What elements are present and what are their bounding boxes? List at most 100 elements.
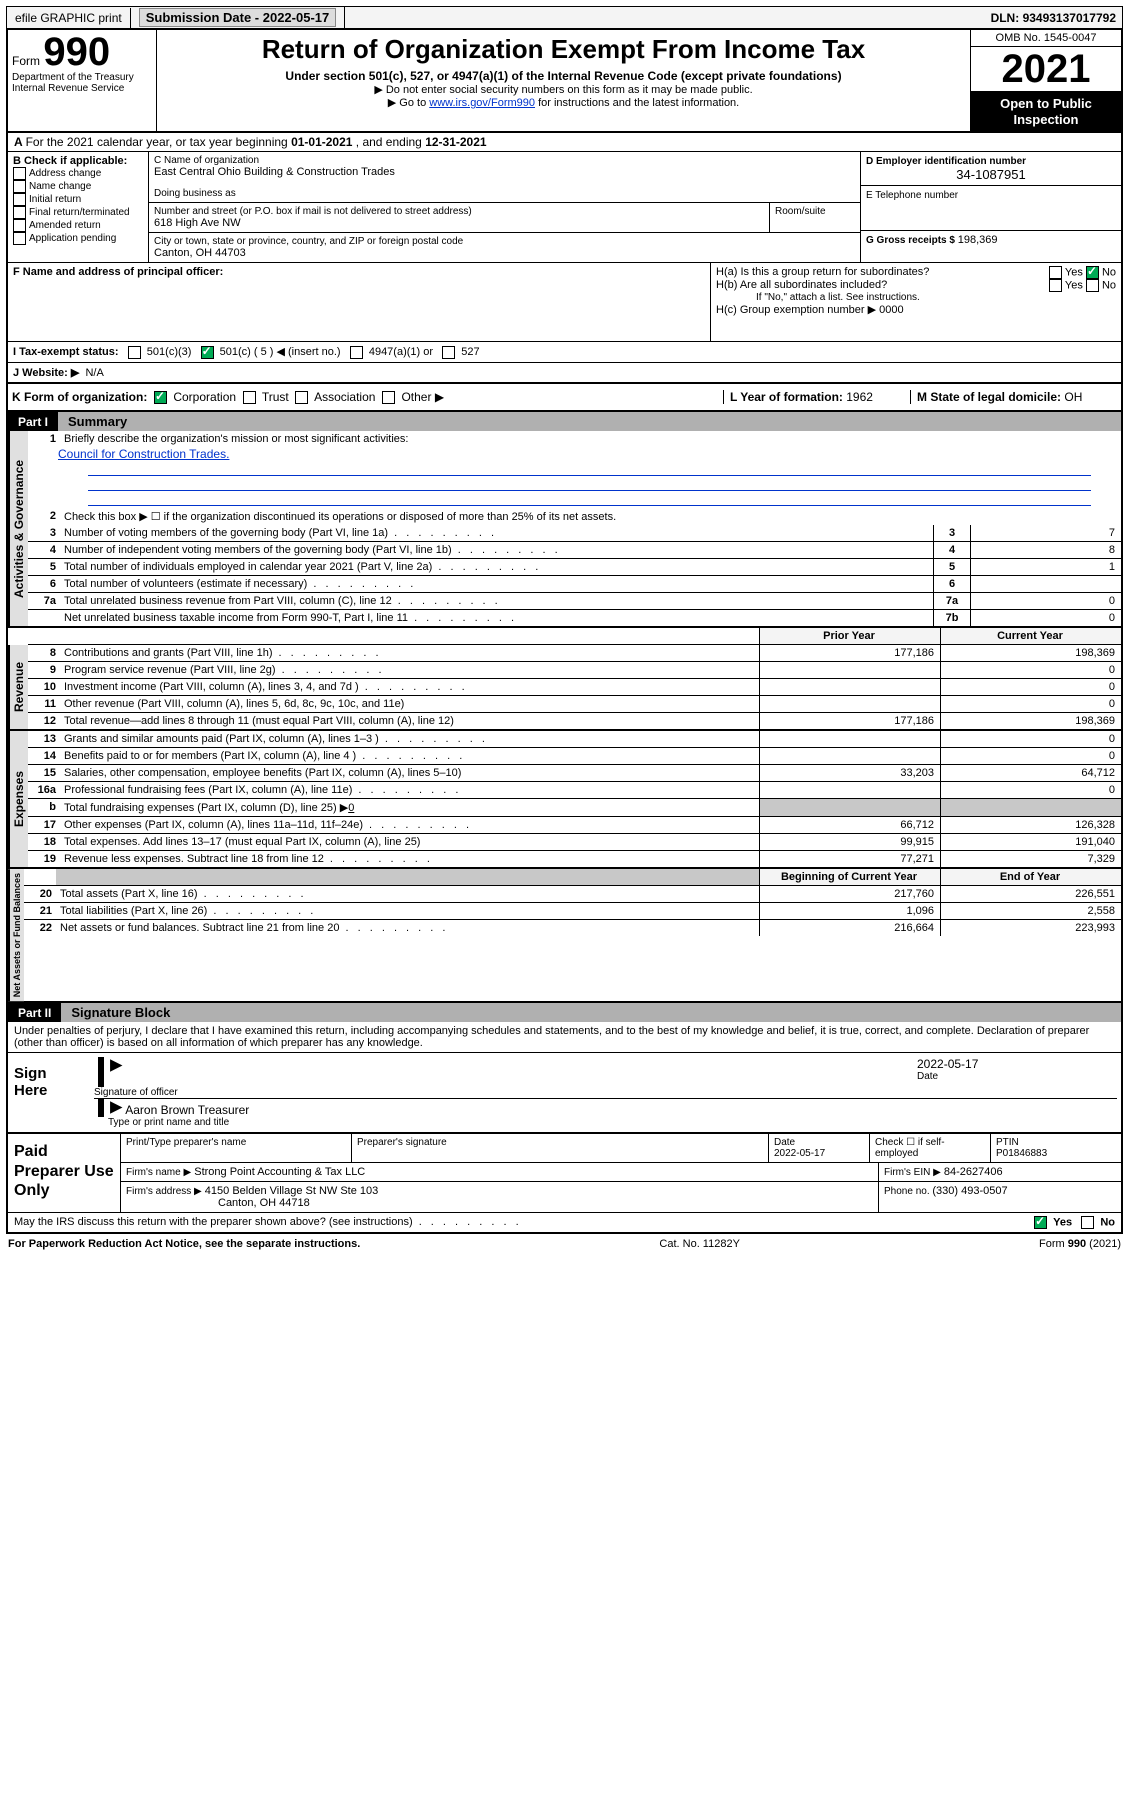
line-7b-val: 0 xyxy=(970,610,1121,626)
org-name: East Central Ohio Building & Constructio… xyxy=(154,166,855,178)
ein-label: D Employer identification number xyxy=(866,156,1026,167)
period-label: A For the 2021 calendar year, or tax yea… xyxy=(14,135,487,149)
sig-officer-label: Signature of officer xyxy=(94,1087,909,1098)
firm-addr1: 4150 Belden Village St NW Ste 103 xyxy=(205,1185,378,1197)
line-21: Total liabilities (Part X, line 26) xyxy=(56,903,759,919)
firm-ein-label: Firm's EIN ▶ xyxy=(884,1167,941,1178)
ha-yes-checkbox[interactable] xyxy=(1049,266,1062,279)
part2-title: Signature Block xyxy=(61,1003,1121,1022)
phone-label: E Telephone number xyxy=(866,190,958,201)
4947-checkbox[interactable] xyxy=(350,346,363,359)
type-name-label: Type or print name and title xyxy=(94,1117,1117,1128)
prep-name-label: Print/Type preparer's name xyxy=(121,1134,352,1162)
other-checkbox[interactable] xyxy=(382,391,395,404)
irs-label: Internal Revenue Service xyxy=(12,83,152,94)
irs-link[interactable]: www.irs.gov/Form990 xyxy=(429,97,535,109)
line-16b: Total fundraising expenses (Part IX, col… xyxy=(60,799,759,816)
header-line1: ▶ Do not enter social security numbers o… xyxy=(167,83,960,96)
declaration-text: Under penalties of perjury, I declare th… xyxy=(8,1022,1121,1053)
omb-number: OMB No. 1545-0047 xyxy=(971,30,1121,47)
header-left: Form 990 Department of the Treasury Inte… xyxy=(8,30,157,131)
trust-checkbox[interactable] xyxy=(243,391,256,404)
section-f: F Name and address of principal officer: xyxy=(8,263,711,341)
amended-checkbox[interactable] xyxy=(13,219,26,232)
part2-header: Part II Signature Block xyxy=(6,1003,1123,1022)
mission-link[interactable]: Council for Construction Trades. xyxy=(58,447,229,461)
form-number: 990 xyxy=(43,30,110,74)
header-line2: ▶ Go to www.irs.gov/Form990 for instruct… xyxy=(167,96,960,109)
gross-label: G Gross receipts $ xyxy=(866,235,958,246)
irs-yes-checkbox[interactable] xyxy=(1034,1216,1047,1229)
line-1-text: Briefly describe the organization's miss… xyxy=(60,431,1121,447)
netassets-section: Net Assets or Fund Balances Beginning of… xyxy=(6,869,1123,1003)
begin-year-header: Beginning of Current Year xyxy=(759,869,940,885)
527-checkbox[interactable] xyxy=(442,346,455,359)
cat-no: Cat. No. 11282Y xyxy=(659,1238,740,1250)
form-header: Form 990 Department of the Treasury Inte… xyxy=(6,30,1123,133)
line-8: Contributions and grants (Part VIII, lin… xyxy=(60,645,759,661)
corp-checkbox[interactable] xyxy=(154,391,167,404)
hc-value: 0000 xyxy=(879,304,903,316)
app-pending-checkbox[interactable] xyxy=(13,232,26,245)
line-19: Revenue less expenses. Subtract line 18 … xyxy=(60,851,759,867)
check-self-employed: Check ☐ if self-employed xyxy=(870,1134,991,1162)
vert-label-gov: Activities & Governance xyxy=(8,431,28,626)
irs-no-checkbox[interactable] xyxy=(1081,1216,1094,1229)
dept-treasury: Department of the Treasury xyxy=(12,72,152,83)
website-label: J Website: ▶ xyxy=(13,367,79,379)
501c-checkbox[interactable] xyxy=(201,346,214,359)
room-label: Room/suite xyxy=(775,206,855,217)
ptin-value: P01846883 xyxy=(996,1148,1047,1159)
efile-label: efile GRAPHIC print xyxy=(7,8,131,28)
section-b-label: B Check if applicable: xyxy=(13,155,127,167)
initial-return-checkbox[interactable] xyxy=(13,193,26,206)
hb-no-checkbox[interactable] xyxy=(1086,279,1099,292)
revenue-section: Revenue 8Contributions and grants (Part … xyxy=(6,645,1123,731)
prep-date-label: Date xyxy=(774,1137,795,1148)
line-12: Total revenue—add lines 8 through 11 (mu… xyxy=(60,713,759,729)
firm-phone-label: Phone no. xyxy=(884,1186,932,1197)
ha-no-checkbox[interactable] xyxy=(1086,266,1099,279)
section-a: A For the 2021 calendar year, or tax yea… xyxy=(6,133,1123,152)
officer-name: Aaron Brown Treasurer xyxy=(125,1103,249,1117)
line-4-val: 8 xyxy=(970,542,1121,558)
signature-pointer-icon: ▸ xyxy=(110,1057,909,1072)
section-j: J Website: ▶ N/A xyxy=(6,363,1123,384)
firm-ein: 84-2627406 xyxy=(944,1166,1003,1178)
footer: For Paperwork Reduction Act Notice, see … xyxy=(6,1234,1123,1254)
website-value: N/A xyxy=(85,367,103,379)
paperwork-notice: For Paperwork Reduction Act Notice, see … xyxy=(8,1238,360,1250)
form-footer: 990 xyxy=(1068,1238,1086,1250)
part1-header: Part I Summary xyxy=(6,412,1123,431)
addr-change-checkbox[interactable] xyxy=(13,167,26,180)
section-m: M State of legal domicile: OH xyxy=(910,390,1117,404)
city-label: City or town, state or province, country… xyxy=(154,236,855,247)
firm-addr-label: Firm's address ▶ xyxy=(126,1186,202,1197)
501c3-checkbox[interactable] xyxy=(128,346,141,359)
vert-label-net: Net Assets or Fund Balances xyxy=(8,869,24,1001)
line-16a: Professional fundraising fees (Part IX, … xyxy=(60,782,759,798)
line-14: Benefits paid to or for members (Part IX… xyxy=(60,748,759,764)
final-return-checkbox[interactable] xyxy=(13,206,26,219)
section-b: B Check if applicable: Address change Na… xyxy=(8,152,149,262)
line-5: Total number of individuals employed in … xyxy=(60,559,933,575)
part2-label: Part II xyxy=(8,1004,61,1022)
end-year-header: End of Year xyxy=(940,869,1121,885)
signature-block: Under penalties of perjury, I declare th… xyxy=(6,1022,1123,1234)
firm-name: Strong Point Accounting & Tax LLC xyxy=(194,1166,365,1178)
part1-title: Summary xyxy=(58,412,1121,431)
form-word: Form xyxy=(12,54,40,68)
name-pointer-icon: ▸ xyxy=(110,1092,123,1120)
section-f-label: F Name and address of principal officer: xyxy=(13,266,223,278)
hb-yes-checkbox[interactable] xyxy=(1049,279,1062,292)
top-bar: efile GRAPHIC print Submission Date - 20… xyxy=(6,6,1123,30)
line-17: Other expenses (Part IX, column (A), lin… xyxy=(60,817,759,833)
form-subtitle: Under section 501(c), 527, or 4947(a)(1)… xyxy=(167,69,960,83)
prep-date-val: 2022-05-17 xyxy=(774,1148,825,1159)
date-label: Date xyxy=(917,1071,1117,1082)
submission-btn: Submission Date - 2022-05-17 xyxy=(139,8,337,27)
assoc-checkbox[interactable] xyxy=(295,391,308,404)
hc-label: H(c) Group exemption number ▶ xyxy=(716,304,876,316)
prior-current-header: b Prior Year Current Year xyxy=(6,628,1123,645)
name-change-checkbox[interactable] xyxy=(13,180,26,193)
